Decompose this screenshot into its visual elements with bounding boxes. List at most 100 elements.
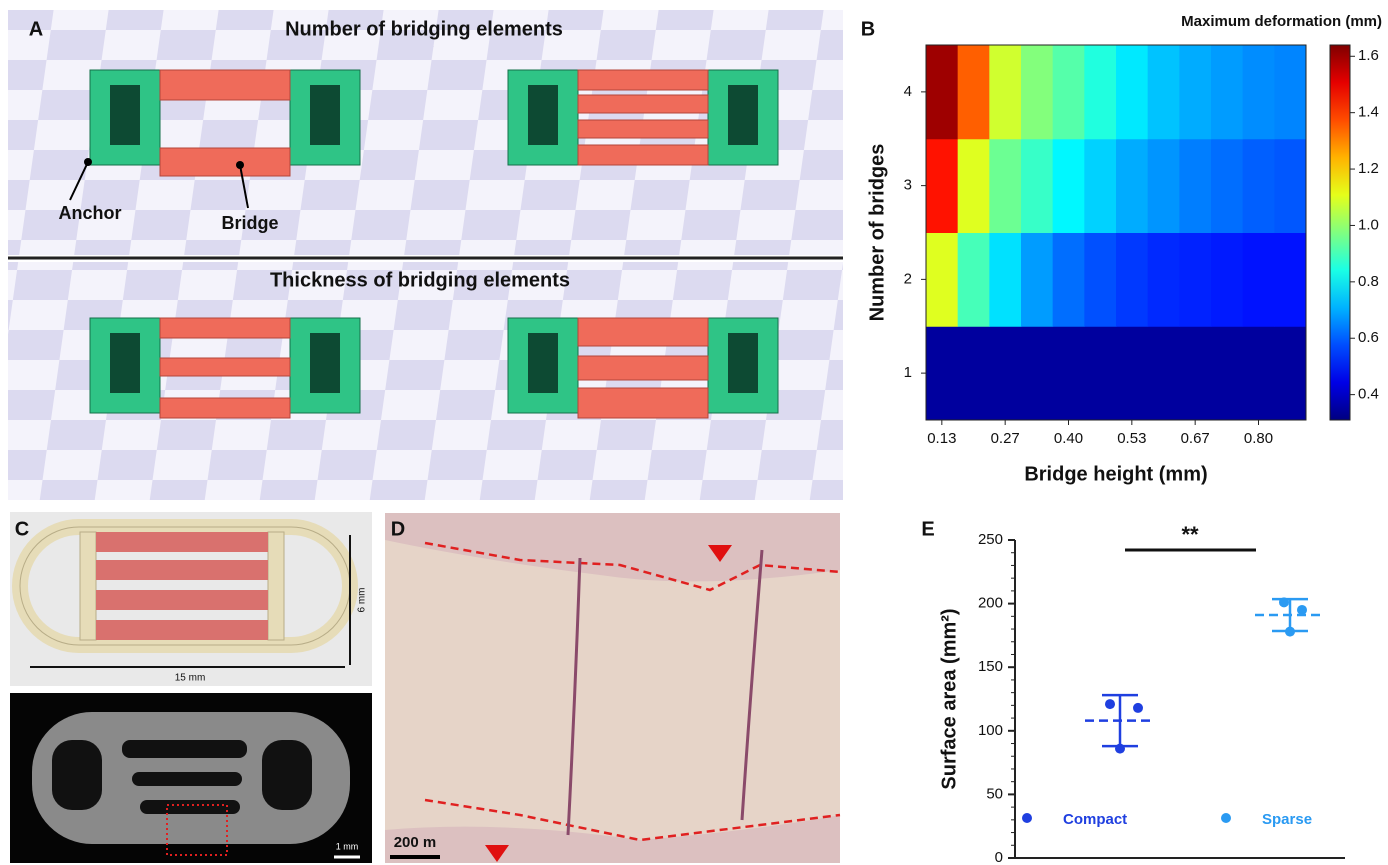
heatmap-cell bbox=[1116, 45, 1148, 139]
x-tick-label: 0.53 bbox=[1117, 430, 1146, 447]
anchor-hole bbox=[310, 85, 340, 145]
data-point bbox=[1133, 703, 1143, 713]
x-tick-label: 0.40 bbox=[1054, 430, 1083, 447]
heatmap-cell bbox=[989, 45, 1021, 139]
heatmap-cell bbox=[1053, 45, 1085, 139]
bridge bbox=[578, 70, 708, 90]
cad-anchor bbox=[268, 532, 284, 640]
heatmap-cell bbox=[1084, 139, 1116, 233]
colorbar-tick-label: 1.0 bbox=[1358, 216, 1379, 233]
cad-anchor bbox=[80, 532, 96, 640]
heatmap-cell bbox=[958, 139, 990, 233]
y-tick-label: 150 bbox=[978, 658, 1003, 675]
heatmap-cell bbox=[1021, 233, 1053, 327]
bridge bbox=[160, 318, 290, 338]
y-tick-label: 50 bbox=[986, 785, 1003, 802]
heatmap-cell bbox=[1021, 139, 1053, 233]
heatmap-cell bbox=[1243, 233, 1275, 327]
heatmap-cell bbox=[1211, 233, 1243, 327]
data-point bbox=[1115, 744, 1125, 754]
bridge bbox=[578, 120, 708, 138]
colorbar-tick-label: 1.4 bbox=[1358, 104, 1379, 121]
anchor-hole bbox=[728, 333, 758, 393]
annotation: Anchor bbox=[59, 203, 122, 223]
heatmap-cell bbox=[958, 326, 990, 420]
heatmap-cell bbox=[1148, 326, 1180, 420]
heatmap-cell bbox=[1274, 326, 1306, 420]
heatmap-cell bbox=[1084, 326, 1116, 420]
colorbar-title: Maximum deformation (mm) bbox=[1181, 13, 1382, 30]
bridge bbox=[578, 145, 708, 165]
anchor-hole bbox=[528, 85, 558, 145]
heatmap-cell bbox=[1179, 326, 1211, 420]
heatmap-cell bbox=[1211, 326, 1243, 420]
y-axis-title: Number of bridges bbox=[866, 144, 888, 322]
heatmap-cell bbox=[926, 233, 958, 327]
legend-label: Compact bbox=[1063, 811, 1127, 828]
heatmap-cell bbox=[1021, 45, 1053, 139]
heatmap-cell bbox=[1274, 45, 1306, 139]
bridge bbox=[578, 388, 708, 418]
heatmap-cell bbox=[1179, 139, 1211, 233]
heatmap-cell bbox=[1148, 139, 1180, 233]
colorbar-tick-label: 0.6 bbox=[1358, 329, 1379, 346]
x-axis-title: Bridge height (mm) bbox=[1024, 463, 1207, 485]
bridge bbox=[578, 356, 708, 380]
y-tick-label: 0 bbox=[995, 849, 1003, 865]
y-tick-label: 2 bbox=[904, 270, 912, 287]
heatmap-cell bbox=[1053, 233, 1085, 327]
bridge bbox=[160, 70, 290, 100]
dimension-label: 6 mm bbox=[357, 588, 368, 613]
heatmap-cell bbox=[1243, 45, 1275, 139]
bridge bbox=[160, 148, 290, 176]
heatmap-cell bbox=[1243, 326, 1275, 420]
y-tick-label: 1 bbox=[904, 364, 912, 381]
heatmap-cell bbox=[1179, 233, 1211, 327]
heatmap-cell bbox=[926, 139, 958, 233]
heatmap-cell bbox=[926, 326, 958, 420]
heatmap-cell bbox=[1274, 139, 1306, 233]
heatmap-cell bbox=[1116, 233, 1148, 327]
heatmap-cell bbox=[1021, 326, 1053, 420]
heatmap-cell bbox=[1116, 326, 1148, 420]
panel-title: Thickness of bridging elements bbox=[270, 269, 570, 291]
y-tick-label: 100 bbox=[978, 722, 1003, 739]
dimension-label: 15 mm bbox=[175, 673, 206, 684]
anchor-hole bbox=[310, 333, 340, 393]
x-tick-label: 0.13 bbox=[927, 430, 956, 447]
x-tick-label: 0.67 bbox=[1181, 430, 1210, 447]
pointer-dot bbox=[236, 161, 244, 169]
heatmap-cell bbox=[1116, 139, 1148, 233]
heatmap-cell bbox=[1084, 233, 1116, 327]
bridge bbox=[160, 358, 290, 376]
scale-label: 200 m bbox=[394, 834, 437, 851]
heatmap-cell bbox=[1211, 45, 1243, 139]
figure: A Number of bridging elements Thickness … bbox=[0, 0, 1388, 865]
colorbar-tick-label: 0.8 bbox=[1358, 273, 1379, 290]
y-tick-label: 3 bbox=[904, 177, 912, 194]
bridge bbox=[578, 318, 708, 346]
heatmap-cell bbox=[1243, 139, 1275, 233]
heatmap-cell bbox=[958, 45, 990, 139]
heatmap-cell bbox=[1148, 233, 1180, 327]
heatmap-cell bbox=[1179, 45, 1211, 139]
heatmap-cell bbox=[989, 139, 1021, 233]
y-tick-label: 4 bbox=[904, 83, 912, 100]
annotation: Bridge bbox=[221, 213, 278, 233]
anchor-hole bbox=[528, 333, 558, 393]
heatmap-cell bbox=[1148, 45, 1180, 139]
anchor-hole bbox=[728, 85, 758, 145]
x-tick-label: 0.80 bbox=[1244, 430, 1273, 447]
colorbar bbox=[1330, 45, 1350, 420]
heatmap-cell bbox=[1274, 233, 1306, 327]
heatmap-cell bbox=[926, 45, 958, 139]
panel-label: C bbox=[15, 518, 29, 540]
y-tick-label: 200 bbox=[978, 595, 1003, 612]
heatmap-cell bbox=[989, 326, 1021, 420]
significance-label: ** bbox=[1181, 522, 1199, 547]
legend-marker bbox=[1022, 813, 1032, 823]
panel-label: D bbox=[391, 518, 405, 540]
panel-label: A bbox=[29, 18, 43, 40]
heatmap-cell bbox=[1053, 139, 1085, 233]
heatmap-cell bbox=[1211, 139, 1243, 233]
